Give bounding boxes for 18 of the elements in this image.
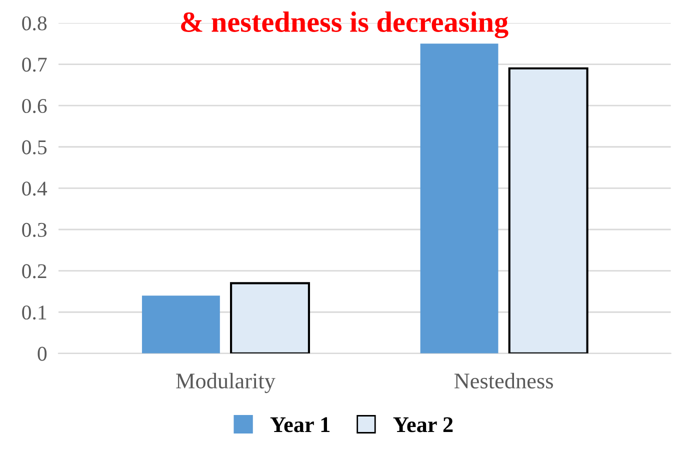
legend-label: Year 1 xyxy=(270,417,330,432)
bar xyxy=(420,44,498,354)
legend-label: Year 2 xyxy=(393,417,453,432)
bar xyxy=(230,282,310,354)
y-tick-label: 0.5 xyxy=(22,140,47,154)
y-tick-label: 0 xyxy=(38,346,47,361)
y-tick-label: 0.4 xyxy=(22,182,48,196)
y-tick-label: 0.8 xyxy=(22,16,47,30)
y-tick-label: 0.1 xyxy=(22,305,46,320)
x-tick-label: Nestedness xyxy=(454,372,553,389)
bar xyxy=(508,67,588,354)
x-tick-label: Modularity xyxy=(176,372,276,394)
chart-title: & nestedness is decreasing xyxy=(181,11,508,38)
y-tick-label: 0.2 xyxy=(22,264,46,278)
y-tick-label: 0.7 xyxy=(22,58,47,72)
y-tick-label: 0.6 xyxy=(22,98,47,114)
y-tick-label: 0.3 xyxy=(22,222,47,238)
bar xyxy=(142,296,220,354)
